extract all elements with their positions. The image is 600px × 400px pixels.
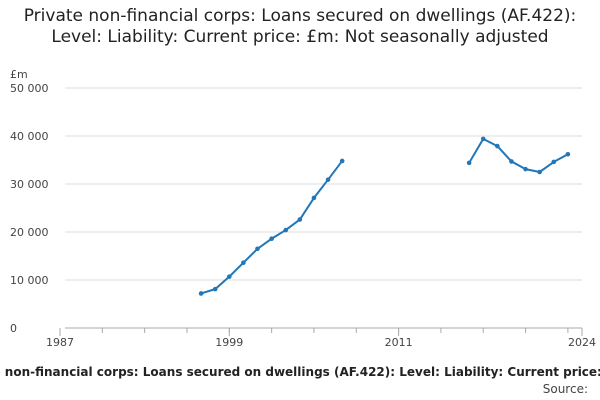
series-layer [198, 136, 571, 296]
data-point [551, 159, 557, 165]
data-point [509, 159, 514, 164]
data-point [495, 143, 500, 149]
footer-series-name: Private non-financial corps: Loans secur… [0, 365, 600, 383]
data-point [226, 274, 232, 279]
data-point [198, 291, 204, 296]
y-tick-label: 40 000 [10, 130, 49, 143]
x-tick-label: 2011 [385, 336, 413, 349]
data-point [523, 166, 528, 172]
data-point [325, 177, 331, 182]
y-tick-label: 20 000 [10, 226, 49, 239]
series-line [200, 160, 343, 295]
data-point [311, 195, 317, 201]
data-point [537, 169, 542, 175]
x-tick-label: 2024 [568, 336, 596, 349]
chart-title: Private non-financial corps: Loans secur… [23, 6, 577, 47]
series-line [468, 137, 569, 173]
data-point [565, 151, 571, 157]
data-point [339, 158, 345, 164]
x-tick-label: 1999 [215, 336, 243, 349]
x-tick-label: 1987 [46, 336, 74, 349]
data-point [466, 160, 472, 166]
y-tick-label: 30 000 [10, 178, 49, 191]
data-point [212, 286, 218, 292]
axes [59, 327, 583, 336]
y-axis-label: £m [10, 68, 28, 81]
footer-series-text: Private non-financial corps: Loans secur… [0, 365, 600, 379]
data-point [480, 136, 486, 142]
data-point [241, 260, 246, 266]
y-tick-label: 10 000 [10, 274, 49, 287]
data-point [283, 227, 289, 233]
source-label: Source: [542, 382, 588, 396]
data-point [269, 236, 274, 242]
y-tick-label: 0 [10, 322, 17, 335]
data-point [255, 246, 260, 252]
data-point [297, 217, 303, 222]
tick-labels: 0 10 000 20 000 30 000 40 000 50 000£m 1987 199… [10, 68, 596, 349]
y-tick-label: 50 000 [10, 82, 49, 95]
